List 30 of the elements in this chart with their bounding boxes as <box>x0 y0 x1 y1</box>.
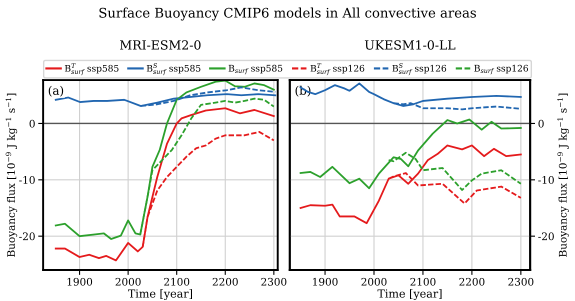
x-tick-label: 2000 <box>116 278 141 286</box>
legend-label: B$_{surf}$ ssp126 <box>474 64 528 74</box>
chart-title: UKESM1-0-LL <box>364 40 456 50</box>
x-tick-label: 1900 <box>313 278 338 286</box>
x-axis-title: Time [year] <box>378 289 442 300</box>
y2-tick-label: -20 <box>538 232 554 240</box>
annotation: (a) <box>48 86 64 97</box>
x-tick-label: 2200 <box>459 278 484 286</box>
x-tick-label: 2100 <box>164 278 190 286</box>
x-tick-label: 1900 <box>68 278 92 286</box>
legend-label: B$^{S}$$_{surf}$ ssp585 <box>146 63 200 76</box>
x-axis-title: Time [year] <box>128 289 192 300</box>
y2-tick-label: 0 <box>538 120 544 128</box>
legend-label: B$^{T}$$_{surf}$ ssp585 <box>64 63 118 76</box>
y2-axis-title: Buoyancy flux [10$^{−9}$ J kg$^{−1}$ s$^{−1}$] <box>557 94 569 257</box>
legend-label: B$_{surf}$ ssp585 <box>228 64 282 74</box>
y-tick-label: -20 <box>19 232 35 240</box>
x-tick-label: 2200 <box>212 278 238 286</box>
x-tick-label: 2100 <box>410 278 436 286</box>
legend-label: B$^{T}$$_{surf}$ ssp126 <box>310 63 364 76</box>
chart-title: MRI-ESM2-0 <box>120 40 201 50</box>
y2-tick-label: -10 <box>538 176 554 184</box>
x-tick-label: 2000 <box>361 278 387 286</box>
y-axis-title: Buoyancy flux [10$^{−9}$ J kg$^{−1}$ s$^{−1}$] <box>6 94 18 257</box>
x-tick-label: 2300 <box>508 278 534 286</box>
y-tick-label: 0 <box>30 120 35 128</box>
legend-label: B$^{S}$$_{surf}$ ssp126 <box>392 63 446 76</box>
text: Surface Buoyancy CMIP6 models in All convective areas <box>99 8 476 20</box>
y-tick-label: -10 <box>19 176 35 184</box>
x-tick-label: 2300 <box>261 278 286 286</box>
